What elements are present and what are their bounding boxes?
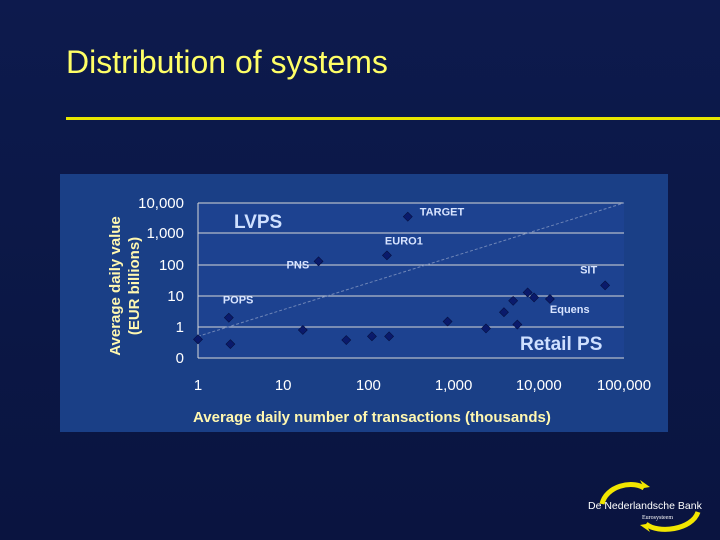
y-tick-label-5: 10,000	[138, 195, 184, 212]
data-point-13	[508, 295, 519, 306]
logo-subtitle: Eurosysteem	[642, 515, 673, 521]
point-label-target: TARGET	[420, 207, 465, 219]
y-axis-label-line-0: Average daily value	[107, 216, 124, 356]
data-point-0	[193, 334, 203, 345]
point-label-equens: Equens	[550, 304, 590, 316]
data-point-10	[442, 316, 453, 327]
data-point-6	[367, 331, 377, 342]
y-tick-label-4: 1,000	[146, 225, 184, 242]
x-tick-label-5: 100,000	[597, 377, 651, 394]
data-point-5	[341, 335, 352, 345]
data-point-14	[512, 319, 523, 330]
data-point-15	[522, 287, 533, 298]
title-underline	[66, 117, 720, 120]
plot-area	[198, 203, 624, 358]
dnb-logo: De Nederlandsche Bank Eurosysteem	[580, 478, 716, 534]
data-point-3	[297, 325, 308, 335]
logo-name: De Nederlandsche Bank	[588, 500, 702, 512]
data-point-11	[481, 323, 491, 334]
scatter-chart-panel: 0 1 10 100 1,000 10,000 1 10 100 1,000 10,000 100,0…	[60, 174, 668, 432]
point-label-sit: SIT	[580, 264, 597, 276]
y-axis-label-line-1: (EUR billions)	[126, 237, 143, 335]
y-tick-label-3: 100	[159, 257, 184, 274]
slide-title: Distribution of systems	[66, 44, 388, 80]
x-tick-label-1: 10	[275, 377, 292, 394]
x-axis-label: Average daily number of transactions (th…	[193, 409, 551, 426]
data-point-8	[384, 331, 395, 342]
x-tick-label-4: 10,000	[516, 377, 562, 394]
trend-line	[197, 202, 625, 337]
y-tick-label-1: 1	[176, 319, 184, 336]
data-point-16	[529, 292, 539, 303]
x-tick-label-3: 1,000	[435, 377, 473, 394]
data-point-1	[223, 312, 234, 323]
data-point-4	[313, 256, 324, 267]
x-tick-label-2: 100	[356, 377, 381, 394]
y-tick-label-0: 0	[176, 350, 184, 367]
logo-swirl-icon	[599, 480, 701, 532]
data-point-18	[600, 280, 611, 291]
data-point-7	[382, 250, 392, 261]
y-tick-label-2: 10	[167, 288, 184, 305]
data-point-17	[544, 294, 555, 304]
data-point-9	[402, 211, 413, 222]
point-label-euro1: EURO1	[385, 235, 423, 247]
point-label-pns: PNS	[287, 259, 310, 271]
data-point-2	[225, 339, 236, 350]
x-tick-label-0: 1	[194, 377, 202, 394]
region-label-retail: Retail PS	[520, 334, 602, 355]
point-label-pops: POPS	[223, 295, 254, 307]
data-point-12	[499, 307, 509, 318]
region-label-lvps: LVPS	[234, 212, 282, 233]
